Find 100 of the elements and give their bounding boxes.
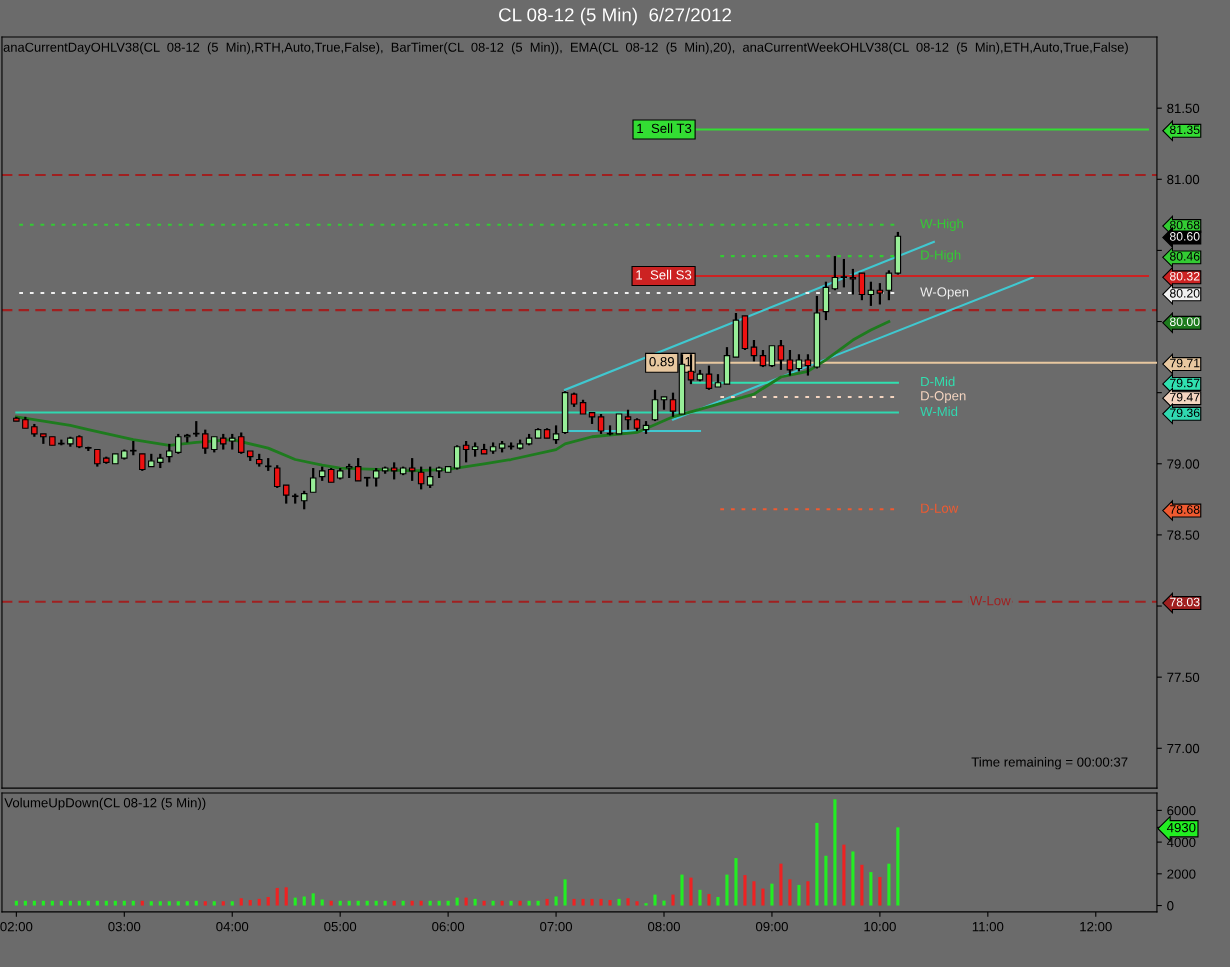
annotation: D-Low [921,503,959,513]
annotation: W-Low [969,596,1011,606]
bar [554,896,558,906]
annotation: D-High [921,249,961,263]
bar [167,901,171,906]
candlestick [300,489,308,511]
bar [329,900,333,906]
chart-title: VolumeUpDown(CL 08-12 (5 Min)) [4,797,206,810]
candlestick [175,432,182,455]
bar [527,900,531,906]
candlestick [202,428,209,455]
chart-title: CL 08-12 (5 Min) 6/27/2012 [499,7,731,26]
bar [662,900,666,906]
bar [851,851,855,906]
y2-tick-label: 80.32 [1169,271,1200,281]
candlestick [624,408,632,431]
bar [581,898,585,906]
annotation: 1 Sell T3 [637,123,692,134]
bar [113,900,117,906]
bar [59,900,63,906]
candlestick [885,269,893,302]
bar [599,898,603,906]
bar [32,900,36,906]
x-tick-label: 03:00 [108,921,141,932]
bar [41,900,45,906]
bar [140,900,144,906]
bar [383,900,387,906]
candlestick [552,424,560,445]
y2-tick-label: 80.46 [1169,251,1200,261]
y-tick-label: 77.00 [1167,743,1200,754]
bar [680,874,684,906]
x-tick-label: 07:00 [540,921,573,932]
bar [464,897,468,906]
bar [626,898,630,906]
annotation: W-High [920,218,963,231]
bar [509,900,513,906]
candlestick [849,267,857,296]
bar [842,844,846,906]
bar [257,898,261,906]
candlestick [768,344,776,369]
bar [815,822,819,906]
candlestick [705,364,713,391]
candlestick [777,338,785,372]
y-tick-label: 2000 [1167,869,1196,879]
candlestick [597,412,605,436]
bar [788,879,792,906]
bar [302,896,306,906]
annotation: W-Open [920,287,969,300]
candlestick [453,444,461,471]
y-tick-label: 0 [1167,901,1174,911]
bar [500,900,504,906]
candlestick [858,272,866,302]
bar [77,900,81,906]
bar [428,900,432,906]
candlestick [651,388,659,423]
bar [887,863,891,906]
bar [311,893,315,906]
bar [545,898,549,906]
bar [536,900,540,906]
bar [149,901,153,906]
bar [572,898,576,906]
bar [14,900,18,906]
annotation: Time remaining = 00:00:37 [971,757,1128,770]
bar [437,900,441,906]
bar [68,900,72,906]
x-tick-label: 11:00 [972,921,1004,932]
x-tick-label: 12:00 [1080,921,1112,932]
bar [158,901,162,906]
annotation: 1 Sell S3 [636,269,692,280]
candlestick [273,464,281,490]
bar [725,874,729,906]
bar [230,901,234,906]
bar [491,900,495,906]
bar [248,899,252,906]
x-tick-label: 06:00 [432,921,465,932]
bar [23,900,27,906]
y2-tick-label: 80.60 [1169,232,1200,241]
y-tick-label: 78.50 [1167,530,1200,540]
bar [86,900,90,906]
bar [221,901,225,906]
x-tick-label: 08:00 [648,921,680,932]
bar [95,900,99,906]
bar [896,827,900,906]
bar [365,900,369,906]
bar [293,897,297,906]
bar [347,900,351,906]
bar [518,900,522,906]
bar [824,855,828,906]
candlestick [615,413,623,435]
bar [860,864,864,906]
bar [617,898,621,906]
bar [770,883,774,906]
bar [176,901,180,906]
candlestick [840,257,848,289]
bar [320,899,324,906]
y2-tick-label: 78.03 [1170,597,1200,607]
bar [716,896,720,906]
y2-tick-label: 79.47 [1170,392,1200,402]
bar [203,901,207,906]
y2-tick-label: 80.68 [1169,220,1200,230]
